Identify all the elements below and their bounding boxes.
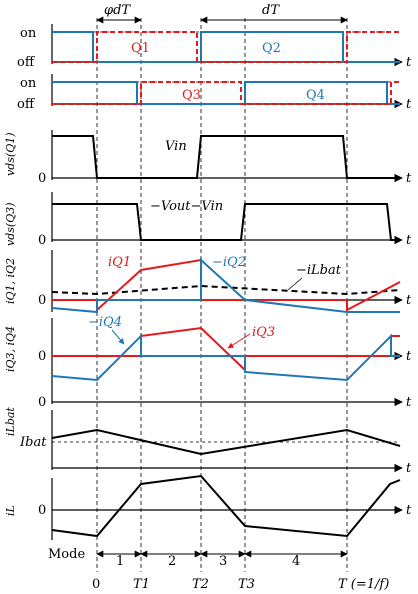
panel-il: 0 t iL [4,474,412,540]
t-label-6: t [406,349,412,364]
panel-ilbat: t iLbat Ibat [4,407,412,476]
mode-4: 4 [292,554,300,569]
ilbat-neg-label: −iLbat [296,263,342,278]
panel-vds-q1: 0 t vds(Q1) Vin [4,130,412,186]
duty-label: dT [262,3,280,18]
panel-vds-q3: 0 t vds(Q3) −Vout−Vin [4,192,412,248]
mode-label: Mode [48,547,85,562]
on-label-2: on [20,76,37,91]
zero-label-6: 0 [38,349,46,364]
vout-vin-label: −Vout−Vin [150,199,223,214]
panel-gate-q3-q4: on off t Q3 Q4 [17,74,412,112]
t-label-3: t [406,171,412,186]
mode-2: 2 [168,554,176,569]
ibat-label: Ibat [19,435,47,450]
phase-shift-dimension: φdT [96,3,142,24]
zero-label-3: 0 [38,171,46,186]
iq3-label: iQ3 [252,325,275,340]
zero-label-9: 0 [38,503,46,518]
phase-label: φdT [104,3,131,18]
il-axis-label: iL [4,505,17,516]
iq1-label: iQ1 [108,255,131,270]
off-label-1: off [17,55,36,70]
time-period: T (=1/f) [338,577,389,592]
mode-1: 1 [116,554,124,569]
mode-3: 3 [219,554,227,569]
panel-iq3-iq4: 0 t iQ3, iQ4 iQ3 −iQ4 [4,315,412,386]
vin-label: Vin [165,139,187,154]
q4-label: Q4 [306,88,325,103]
iq4-label: −iQ4 [88,315,122,330]
iq34-axis-label: iQ3, iQ4 [4,326,17,372]
time-t2: T2 [192,577,209,592]
t-label-9: t [406,503,412,518]
iq2-label: −iQ2 [212,255,246,270]
t-label-7: t [406,395,412,410]
mode-row: Mode 1 2 3 4 [48,547,348,569]
time-t3: T3 [238,577,255,592]
t-label-2: t [406,97,412,112]
t-label-1: t [406,55,412,70]
q2-label: Q2 [262,41,281,56]
t-label-4: t [406,233,412,248]
zero-label-7: 0 [38,395,46,410]
time-markers: 0 T1 T2 T3 T (=1/f) [92,577,389,592]
iq4-pointer [111,329,125,345]
zero-label-5: 0 [38,293,46,308]
duty-dimension: dT [200,3,348,24]
panel-iq1-iq2: 0 t iQ1, iQ2 iQ1 −iQ2 −iLbat [4,250,412,314]
off-label-2: off [17,97,36,112]
panel-gate-q1-q2: on off t Q1 Q2 [17,24,412,70]
panel-empty-axis: 0 t [38,386,412,410]
iq3-pointer [227,333,251,349]
vds-q3-axis-label: vds(Q3) [4,202,17,246]
on-label-1: on [20,26,37,41]
time-0: 0 [92,577,100,592]
t-label-5: t [406,293,412,308]
iq12-axis-label: iQ1, iQ2 [4,258,17,304]
ilbat-pointer [287,277,303,291]
ilbat-axis-label: iLbat [4,407,17,436]
zero-label-4: 0 [38,233,46,248]
q3-label: Q3 [182,88,201,103]
vds-q1-axis-label: vds(Q1) [4,132,17,176]
t-label-8: t [406,461,412,476]
time-t1: T1 [133,577,150,592]
q1-label: Q1 [131,41,150,56]
